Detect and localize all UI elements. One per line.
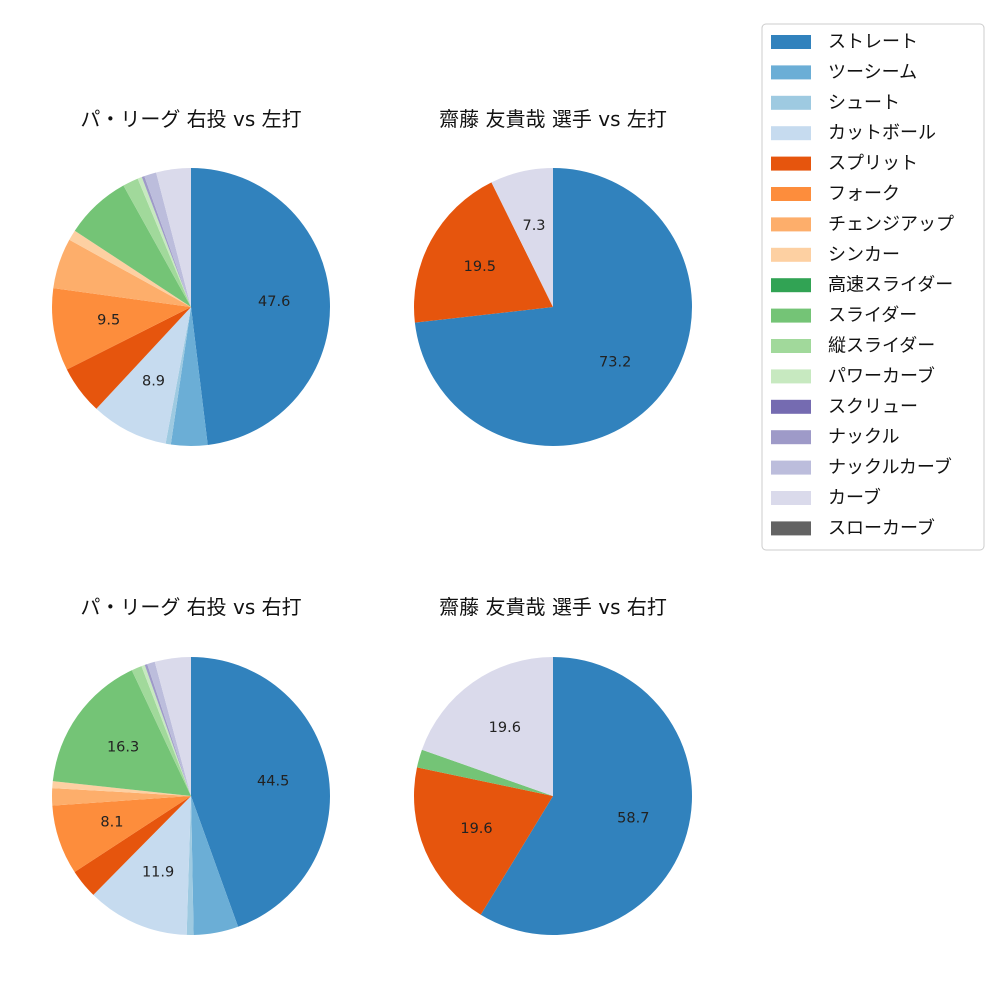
legend-label-12: パワーカーブ [828, 365, 935, 387]
legend-swatch-8 [771, 247, 811, 262]
legend-swatch-6 [771, 187, 811, 201]
pie-label-3-1: 44.5 [257, 774, 289, 790]
pie-slice-4-2 [414, 767, 553, 915]
pie-slice-3-14 [154, 657, 191, 796]
pie-label-3-4: 11.9 [142, 865, 174, 881]
pie-label-1-1: 47.6 [258, 294, 290, 310]
pie-slice-1-4 [96, 307, 191, 444]
pie-chart-4: 齋藤 友貴哉 選手 vs 右打 58.7 19.6 19.6 [414, 595, 692, 935]
pie-label-3-9: 16.3 [107, 740, 139, 756]
legend-swatch-3 [771, 95, 811, 110]
pie-label-4-4: 19.6 [489, 720, 521, 736]
legend-swatch-13 [771, 399, 811, 414]
pie-slice-3-8 [52, 781, 191, 796]
legend-frame [761, 23, 985, 551]
pie-slice-3-10 [131, 666, 191, 796]
pie-slice-3-6 [52, 796, 191, 872]
legend-label-17: スローカーブ [828, 517, 935, 539]
legend-label-14: ナックル [828, 427, 899, 448]
legend-label-10: スライダー [828, 305, 917, 326]
pie-slice-3-2 [191, 796, 239, 935]
pie-slice-4-1 [480, 657, 692, 935]
pie-slice-3-12 [144, 664, 191, 796]
pie-slice-1-1 [191, 168, 331, 445]
pie-slice-1-7 [53, 239, 192, 307]
legend-swatch-14 [771, 430, 811, 445]
legend: ストレートツーシームシュートカットボールスプリットフォークチェンジアップシンカー… [761, 23, 985, 551]
pie-label-1-6: 9.5 [97, 313, 120, 329]
pie-slice-4-3 [416, 749, 553, 796]
legend-label-7: チェンジアップ [828, 214, 954, 235]
pie-slice-1-12 [141, 176, 191, 307]
legend-swatch-12 [771, 369, 811, 384]
pie-label-2-1: 73.2 [599, 355, 631, 371]
pie-slice-2-3 [491, 168, 553, 307]
pie-chart-2: 齋藤 友貴哉 選手 vs 左打 73.2 19.5 7.3 [414, 107, 692, 446]
pie-label-2-3: 7.3 [522, 218, 545, 234]
pie-slices-2: 73.2 19.5 7.3 [414, 168, 692, 446]
pie-slice-1-2 [170, 307, 208, 446]
pie-title-2: 齋藤 友貴哉 選手 vs 左打 [439, 107, 667, 131]
legend-label-11: 縦スライダー [828, 336, 935, 357]
pie-slices-3: 44.5 11.9 8.1 16.3 [51, 657, 330, 935]
legend-items: ストレートツーシームシュートカットボールスプリットフォークチェンジアップシンカー… [771, 32, 954, 539]
pie-slice-1-13 [144, 172, 191, 307]
pie-label-2-2: 19.5 [464, 259, 496, 275]
legend-label-8: シンカー [828, 244, 900, 265]
legend-swatch-11 [771, 339, 811, 353]
pie-slice-1-3 [165, 307, 191, 445]
legend-label-9: 高速スライダー [828, 275, 953, 296]
legend-swatch-9 [771, 278, 811, 293]
pie-slices-4: 58.7 19.6 19.6 [414, 657, 692, 935]
legend-label-16: カーブ [828, 487, 881, 509]
pie-chart-1: パ・リーグ 右投 vs 左打 47.6 8.9 9.5 [51, 107, 331, 446]
legend-label-5: スプリット [828, 153, 918, 174]
pie-label-4-1: 58.7 [617, 811, 649, 827]
pie-slice-3-7 [51, 788, 191, 806]
pie-slice-2-2 [414, 182, 553, 323]
legend-swatch-4 [771, 126, 811, 141]
legend-swatch-17 [771, 521, 811, 536]
pie-slice-1-8 [69, 230, 191, 307]
legend-swatch-16 [771, 491, 811, 505]
pie-slice-1-11 [137, 176, 191, 307]
pie-slice-3-13 [147, 661, 191, 796]
pie-title-3: パ・リーグ 右投 vs 右打 [80, 595, 301, 619]
legend-label-15: ナックルカーブ [828, 456, 952, 478]
legend-label-13: スクリュー [828, 396, 918, 417]
pie-title-1: パ・リーグ 右投 vs 左打 [80, 107, 301, 131]
legend-swatch-15 [771, 460, 811, 475]
legend-swatch-10 [771, 308, 811, 323]
pie-slices-1: 47.6 8.9 9.5 [51, 168, 331, 446]
legend-swatch-1 [771, 35, 811, 49]
pie-title-4: 齋藤 友貴哉 選手 vs 右打 [439, 595, 667, 619]
legend-label-4: カットボール [828, 123, 936, 144]
pie-slice-1-9 [74, 185, 191, 307]
pie-slice-4-4 [421, 657, 553, 796]
pie-slice-3-3 [186, 796, 194, 935]
pie-label-1-4: 8.9 [142, 374, 165, 390]
pie-slice-3-5 [74, 796, 191, 895]
legend-swatch-2 [771, 65, 811, 80]
pie-chart-3: パ・リーグ 右投 vs 右打 44.5 11.9 8.1 16.3 [51, 595, 330, 935]
pie-slice-1-6 [51, 288, 191, 370]
legend-label-3: シュート [828, 92, 900, 113]
legend-swatch-5 [771, 156, 811, 171]
legend-label-6: フォーク [828, 184, 900, 205]
pie-slice-3-4 [93, 796, 191, 935]
legend-label-2: ツーシーム [828, 62, 917, 83]
pie-label-3-6: 8.1 [100, 815, 123, 831]
pie-slice-3-11 [141, 664, 191, 796]
pie-label-4-2: 19.6 [460, 821, 492, 837]
pie-slice-1-14 [156, 168, 191, 307]
legend-label-1: ストレート [828, 32, 918, 53]
pie-slice-3-9 [52, 670, 191, 796]
pie-slice-3-1 [191, 657, 330, 927]
pie-slice-2-1 [414, 168, 692, 446]
legend-swatch-7 [771, 217, 811, 232]
pie-slice-1-5 [66, 307, 191, 409]
pie-slice-1-10 [123, 178, 191, 307]
